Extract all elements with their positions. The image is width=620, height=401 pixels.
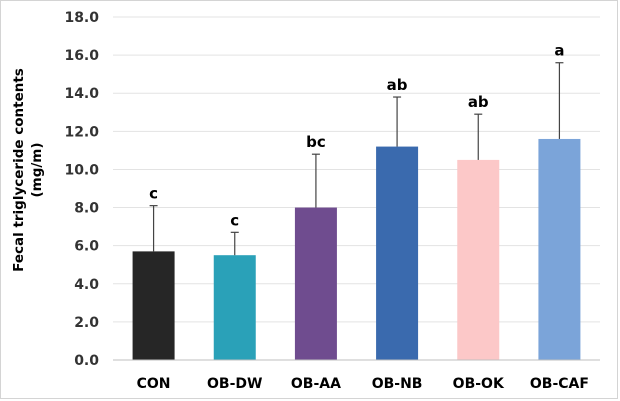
x-tick-label: OB-NB xyxy=(372,376,423,392)
error-bars xyxy=(149,62,564,256)
significance-label: bc xyxy=(306,133,326,151)
gridlines xyxy=(113,16,600,323)
y-tick-label: 0.0 xyxy=(74,353,99,369)
x-tick-label: OB-AA xyxy=(291,376,341,392)
y-tick-label: 14.0 xyxy=(64,86,99,102)
x-tick-label: CON xyxy=(137,376,171,392)
significance-label: c xyxy=(149,185,158,203)
y-tick-label: 2.0 xyxy=(74,315,99,331)
y-tick-label: 18.0 xyxy=(64,10,99,26)
bar-ob-ok xyxy=(457,159,500,360)
x-tick-label: OB-DW xyxy=(207,376,262,392)
bar-ob-caf xyxy=(538,138,581,360)
y-tick-label: 4.0 xyxy=(74,277,99,293)
y-tick-label: 6.0 xyxy=(74,239,99,255)
y-tick-labels: 0.0 2.0 4.0 6.0 8.0 10.0 12.0 14.0 16.0 18.0 xyxy=(64,10,99,369)
y-tick-label: 10.0 xyxy=(64,162,99,178)
significance-label: ab xyxy=(387,76,408,94)
bar-ob-nb xyxy=(376,146,419,360)
y-tick-label: 12.0 xyxy=(64,124,99,140)
bar-ob-aa xyxy=(294,207,337,360)
x-tick-labels: CON OB-DW OB-AA OB-NB OB-OK OB-CAF xyxy=(137,376,589,392)
bar-con xyxy=(132,251,175,360)
bars xyxy=(132,138,581,360)
x-tick-label: OB-OK xyxy=(453,376,505,392)
significance-label: c xyxy=(230,211,239,229)
y-tick-label: 8.0 xyxy=(74,201,99,217)
x-tick-label: OB-CAF xyxy=(530,376,589,392)
significance-labels: c c bc ab ab a xyxy=(149,42,564,230)
significance-label: ab xyxy=(468,93,489,111)
y-axis-unit: (mg/m) xyxy=(29,142,45,197)
y-axis-label: Fecal triglyceride contents xyxy=(11,68,27,272)
y-tick-label: 16.0 xyxy=(64,48,99,64)
significance-label: a xyxy=(554,42,564,60)
bar-ob-dw xyxy=(213,255,256,360)
